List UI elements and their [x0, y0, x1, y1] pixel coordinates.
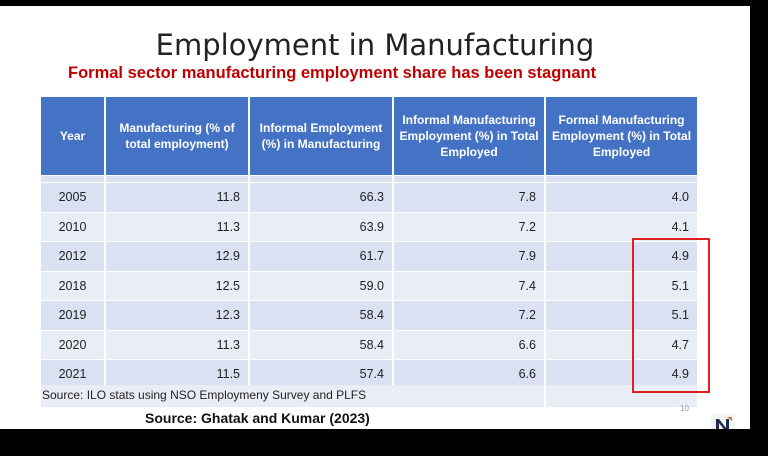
- cell-value: 7.4: [392, 270, 545, 301]
- table-row: 2005 11.8 66.3 7.8 4.0: [41, 182, 697, 212]
- cell-value: 61.7: [248, 241, 393, 271]
- cell-value: 7.9: [392, 241, 545, 271]
- highlight-box: [632, 238, 710, 393]
- employment-table: Year Manufacturing (% of total employmen…: [41, 97, 697, 389]
- cell-value: 12.5: [104, 270, 249, 301]
- slide-subtitle: Formal sector manufacturing employment s…: [68, 64, 597, 82]
- column-header-year: Year: [41, 97, 105, 176]
- cell-value: 4.7: [544, 329, 697, 360]
- table-row: 2018 12.5 59.0 7.4 5.1: [41, 270, 697, 301]
- cell-value: 12.9: [104, 241, 249, 271]
- cell-value: 6.6: [392, 329, 545, 360]
- table-header-row: Year Manufacturing (% of total employmen…: [41, 97, 697, 176]
- cell-value: 4.0: [544, 182, 697, 212]
- bottom-bar: [0, 429, 768, 456]
- cell-value: 63.9: [248, 211, 393, 242]
- cell-value: 6.6: [392, 359, 545, 389]
- table-row: 2020 11.3 58.4 6.6 4.7: [41, 329, 697, 360]
- cell-value: 59.0: [248, 270, 393, 301]
- cell-year: 2005: [41, 182, 105, 212]
- cell-value: 7.2: [392, 211, 545, 242]
- cell-year: 2018: [41, 270, 105, 301]
- cell-year: 2021: [41, 359, 105, 389]
- cell-value: 11.3: [104, 211, 249, 242]
- page-number: 10: [680, 404, 689, 413]
- cell-value: 11.3: [104, 329, 249, 360]
- cell-value: 4.1: [544, 211, 697, 242]
- logo-icon: [711, 414, 735, 429]
- cell-year: 2019: [41, 300, 105, 330]
- cell-value: 57.4: [248, 359, 393, 389]
- table-row: 2021 11.5 57.4 6.6 4.9: [41, 359, 697, 389]
- column-header-informal-in-manufacturing: Informal Employment (%) in Manufacturing: [248, 97, 393, 176]
- table-spacer-row: [41, 175, 697, 183]
- cell-value: 58.4: [248, 300, 393, 330]
- column-header-manufacturing: Manufacturing (% of total employment): [104, 97, 249, 176]
- column-header-formal-manufacturing-total: Formal Manufacturing Employment (%) in T…: [544, 97, 697, 176]
- slide: Employment in Manufacturing Formal secto…: [0, 6, 750, 429]
- cell-year: 2020: [41, 329, 105, 360]
- table-source-row: [41, 385, 697, 407]
- cell-value: 11.8: [104, 182, 249, 212]
- cell-value: 7.2: [392, 300, 545, 330]
- paper-source-note: Source: Ghatak and Kumar (2023): [145, 410, 370, 426]
- cell-value: 7.8: [392, 182, 545, 212]
- slide-title: Employment in Manufacturing: [155, 28, 595, 62]
- cell-value: 66.3: [248, 182, 393, 212]
- cell-value: 12.3: [104, 300, 249, 330]
- table-source-note: Source: ILO stats using NSO Employmeny S…: [42, 388, 367, 402]
- table-row: 2012 12.9 61.7 7.9 4.9: [41, 241, 697, 271]
- cell-year: 2012: [41, 241, 105, 271]
- cell-value: 4.9: [544, 241, 697, 271]
- cell-year: 2010: [41, 211, 105, 242]
- cell-value: 11.5: [104, 359, 249, 389]
- cell-value: 5.1: [544, 300, 697, 330]
- cell-value: 58.4: [248, 329, 393, 360]
- table-row: 2019 12.3 58.4 7.2 5.1: [41, 300, 697, 330]
- column-header-informal-manufacturing-total: Informal Manufacturing Employment (%) in…: [392, 97, 545, 176]
- table-row: 2010 11.3 63.9 7.2 4.1: [41, 211, 697, 242]
- cell-value: 5.1: [544, 270, 697, 301]
- cell-value: 4.9: [544, 359, 697, 389]
